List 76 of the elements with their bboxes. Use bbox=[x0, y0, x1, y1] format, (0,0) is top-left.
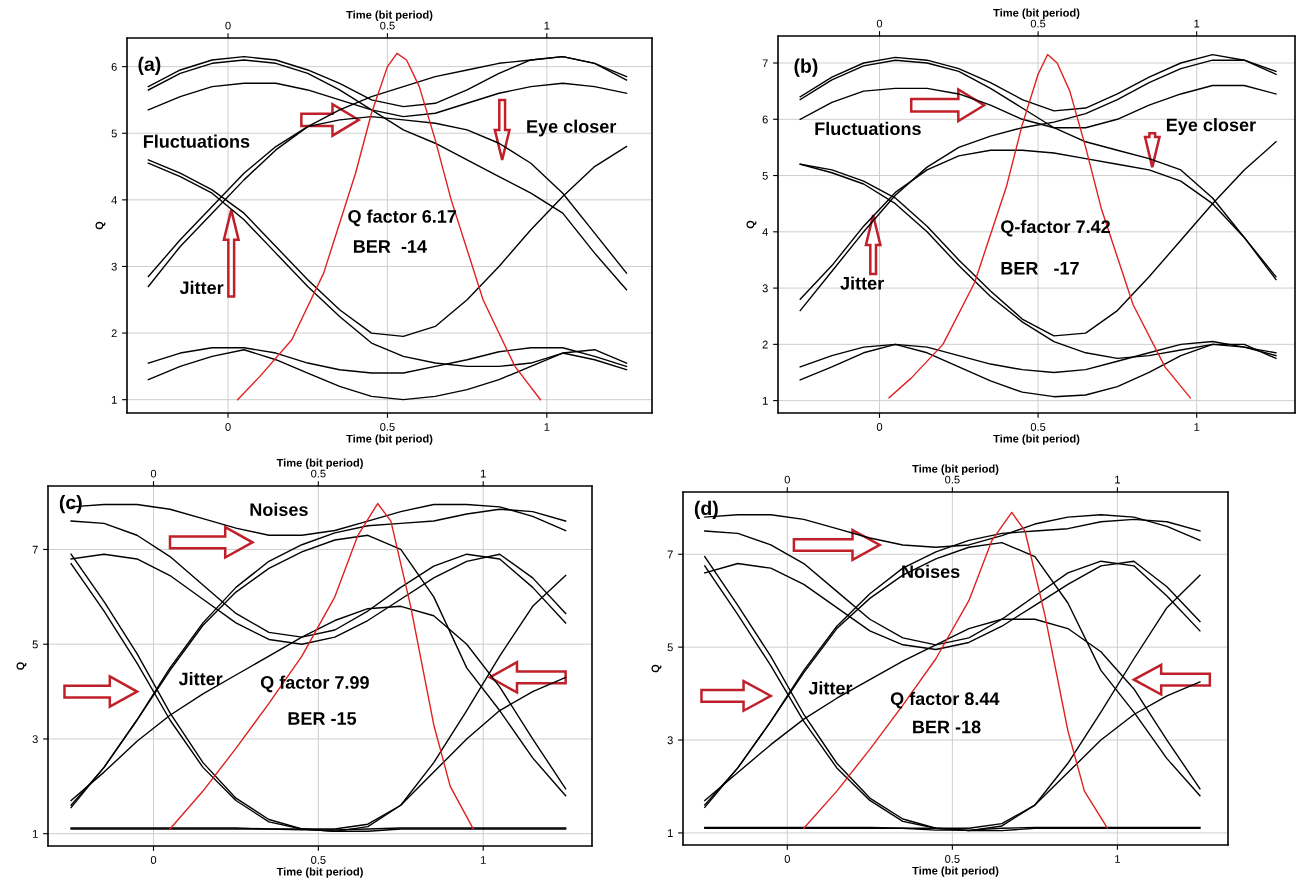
y-tick-label: 7 bbox=[32, 545, 38, 554]
y-tick-label: 5 bbox=[111, 129, 117, 138]
x2-tick-label: 1 bbox=[544, 423, 550, 431]
annotation: (c) bbox=[59, 495, 82, 514]
y-tick-label: 7 bbox=[762, 59, 768, 68]
annotation: Jitter bbox=[808, 681, 853, 695]
y-tick-label: 3 bbox=[111, 262, 117, 271]
x2-tick-label: 0 bbox=[150, 856, 157, 864]
x2-tick-label: 0 bbox=[225, 423, 231, 431]
annotation: Fluctuations bbox=[143, 134, 250, 148]
x-axis-title: Time (bit period) bbox=[276, 867, 363, 878]
x-tick-label: 0 bbox=[150, 469, 157, 478]
annotation: Q factor 6.17 bbox=[348, 209, 457, 227]
x-tick-label: 0 bbox=[876, 19, 883, 28]
annotation: (b) bbox=[794, 58, 818, 77]
x2-axis-title: Time (bit period) bbox=[346, 10, 433, 21]
x2-tick-label: 1 bbox=[480, 856, 486, 864]
x-tick-label: 1 bbox=[544, 21, 550, 30]
y-tick-label: 6 bbox=[111, 62, 117, 71]
annotation: BER -15 bbox=[288, 712, 357, 725]
y-tick-label: 1 bbox=[667, 829, 673, 837]
x2-tick-label: 0.5 bbox=[945, 855, 960, 863]
x2-tick-label: 0 bbox=[876, 423, 883, 431]
annotation: BER -17 bbox=[1001, 261, 1079, 275]
annotation: BER -18 bbox=[913, 720, 981, 734]
x2-tick-label: 0.5 bbox=[1030, 423, 1046, 431]
y-axis-title: Q bbox=[16, 662, 27, 670]
x-tick-label: 0.5 bbox=[1030, 19, 1046, 28]
x2-axis-title: Time (bit period) bbox=[993, 8, 1080, 19]
x-axis-title: Time (bit period) bbox=[993, 434, 1080, 445]
y-tick-label: 4 bbox=[762, 228, 768, 236]
x2-axis-title: Time (bit period) bbox=[912, 464, 999, 475]
y-tick-label: 2 bbox=[111, 329, 117, 338]
y-tick-label: 2 bbox=[762, 340, 768, 349]
x-tick-label: 1 bbox=[1115, 475, 1120, 484]
annotation: Eye closer bbox=[527, 119, 617, 137]
y-tick-label: 3 bbox=[762, 284, 768, 293]
x-tick-label: 0.5 bbox=[311, 469, 326, 478]
y-axis-title: Q bbox=[651, 664, 662, 673]
x2-tick-label: 1 bbox=[1115, 855, 1120, 863]
annotation: Jitter bbox=[179, 280, 224, 295]
y-axis-title: Q bbox=[95, 221, 106, 230]
x-tick-label: 0.5 bbox=[380, 21, 395, 30]
y-tick-label: 4 bbox=[111, 196, 117, 204]
x-tick-label: 1 bbox=[480, 469, 486, 478]
y-tick-label: 5 bbox=[762, 171, 768, 180]
x2-tick-label: 0.5 bbox=[380, 423, 395, 431]
annotation: Jitter bbox=[178, 671, 223, 686]
y-tick-label: 6 bbox=[762, 115, 768, 124]
y-axis-title: Q bbox=[746, 220, 757, 229]
y-tick-label: 3 bbox=[32, 735, 38, 744]
y-tick-label: 5 bbox=[32, 640, 38, 649]
y-tick-label: 7 bbox=[667, 550, 673, 559]
annotation: Fluctuations bbox=[815, 121, 921, 136]
x2-tick-label: 0.5 bbox=[311, 856, 326, 864]
y-tick-label: 1 bbox=[32, 830, 38, 838]
x2-tick-label: 0 bbox=[784, 855, 790, 863]
y-tick-label: 1 bbox=[762, 397, 768, 405]
x2-tick-label: 1 bbox=[1194, 423, 1200, 431]
x-tick-label: 0 bbox=[225, 21, 231, 30]
annotation: Q factor 8.44 bbox=[890, 691, 1000, 709]
annotation: Noises bbox=[250, 502, 308, 517]
x-axis-title: Time (bit period) bbox=[912, 866, 999, 877]
x-tick-label: 0 bbox=[784, 475, 790, 484]
annotation: (d) bbox=[694, 500, 718, 519]
x-tick-label: 0.5 bbox=[945, 475, 960, 484]
x-tick-label: 1 bbox=[1194, 19, 1200, 28]
annotation: (a) bbox=[138, 56, 161, 75]
annotation: Jitter bbox=[840, 276, 884, 290]
y-tick-label: 5 bbox=[667, 643, 673, 652]
annotation: Eye closer bbox=[1166, 118, 1256, 135]
x2-axis-title: Time (bit period) bbox=[276, 458, 363, 469]
annotation: BER -14 bbox=[353, 240, 427, 253]
y-tick-label: 3 bbox=[667, 736, 673, 745]
x-axis-title: Time (bit period) bbox=[346, 434, 433, 445]
y-tick-label: 1 bbox=[111, 396, 117, 404]
